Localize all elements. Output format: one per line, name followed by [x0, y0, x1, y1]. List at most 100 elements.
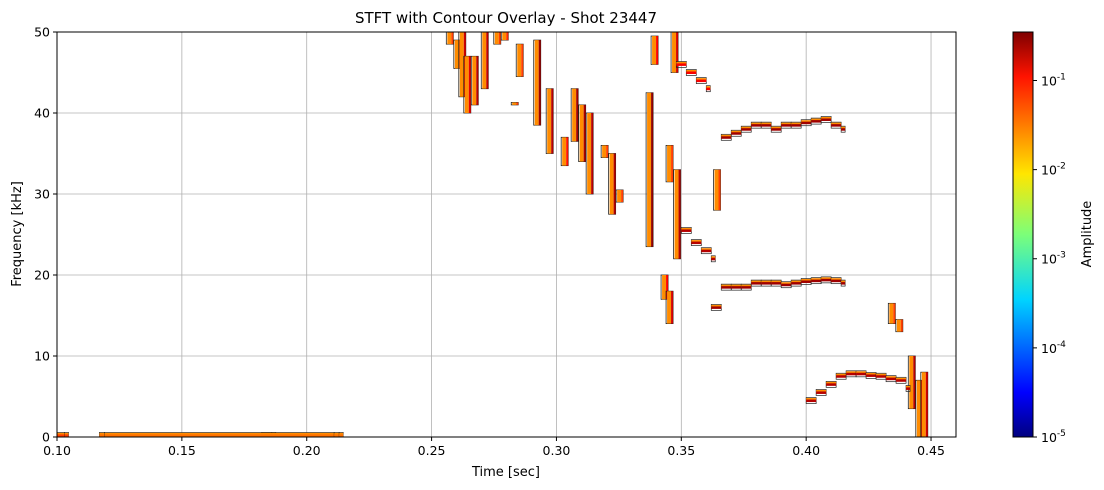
grid-lines — [56, 31, 956, 438]
spectral-band-core — [801, 280, 812, 283]
spectral-feature — [617, 189, 622, 203]
spectral-feature — [889, 303, 894, 324]
spectral-band-core — [696, 79, 707, 83]
spectral-feature — [674, 169, 679, 259]
spectral-band-core — [836, 375, 847, 378]
spectral-band-core — [761, 282, 772, 285]
spectral-band-core — [99, 434, 105, 437]
spectral-band-core — [711, 306, 722, 309]
x-tick-label: 0.40 — [792, 443, 820, 458]
spectral-feature — [667, 291, 672, 324]
spectral-feature-core — [671, 145, 674, 182]
spectral-feature — [454, 40, 459, 69]
spectral-band-core — [791, 282, 802, 285]
spectral-band-core — [751, 124, 762, 127]
spectral-feature — [647, 92, 652, 247]
spectral-feature — [494, 32, 499, 45]
y-tick-label: 30 — [34, 187, 50, 202]
spectral-feature-core — [521, 44, 524, 77]
spectral-band-core — [711, 257, 716, 261]
spectral-feature-core — [468, 56, 471, 113]
spectral-feature-core — [486, 32, 489, 89]
colorbar-tick-label: 10-5 — [1041, 429, 1066, 445]
spectral-feature — [547, 88, 552, 154]
spectral-band-core — [741, 128, 752, 131]
spectral-band-core — [334, 434, 340, 437]
spectral-feature-core — [551, 88, 554, 154]
spectral-feature-core — [893, 303, 896, 324]
spectral-band-core — [816, 391, 827, 394]
chart-title: STFT with Contour Overlay - Shot 23447 — [355, 9, 657, 27]
spectral-feature-core — [925, 372, 928, 437]
x-axis-label: Time [sec] — [471, 465, 540, 480]
colorbar-ticks: 10-1 10-2 10-3 10-4 10-5 — [1033, 72, 1066, 445]
spectral-feature — [459, 32, 464, 97]
spectral-band-core — [691, 241, 702, 245]
spectral-band-core — [731, 132, 742, 135]
spectral-feature — [517, 44, 522, 77]
x-tick-label: 0.30 — [543, 443, 571, 458]
spectral-feature — [534, 40, 539, 126]
y-tick-label: 40 — [34, 106, 50, 121]
x-tick-label: 0.20 — [293, 443, 321, 458]
spectral-feature — [602, 145, 607, 158]
spectral-feature — [652, 36, 657, 65]
spectral-band-core — [104, 434, 335, 437]
spectral-feature — [909, 356, 914, 409]
spectral-feature-core — [566, 137, 569, 166]
spectral-feature-core — [583, 104, 586, 162]
spectral-feature — [447, 32, 452, 45]
spectrogram-marks — [57, 32, 929, 437]
spectral-band-core — [721, 286, 732, 289]
spectral-band-core — [781, 124, 792, 127]
colorbar-tick-label: 10-1 — [1041, 72, 1066, 88]
spectral-feature — [662, 275, 667, 300]
spectral-feature-core — [676, 32, 679, 73]
spectral-band-core — [731, 286, 742, 289]
spectral-band-core — [701, 249, 712, 253]
spectral-band-core — [781, 283, 792, 287]
spectral-feature — [916, 380, 921, 437]
spectral-feature — [609, 153, 614, 215]
spectral-band-core — [741, 286, 752, 289]
spectral-feature — [562, 137, 567, 166]
spectral-feature-core — [651, 92, 654, 247]
colorbar-tick-label: 10-2 — [1041, 162, 1066, 178]
y-tick-label: 50 — [34, 25, 50, 40]
spectral-feature — [502, 32, 507, 41]
spectral-band-core — [751, 282, 762, 285]
spectral-feature-core — [656, 36, 659, 65]
y-tick-label: 20 — [34, 268, 50, 283]
spectral-band-core — [876, 375, 887, 378]
spectral-feature-core — [913, 356, 916, 409]
x-tick-label: 0.10 — [43, 443, 71, 458]
spectral-feature — [672, 32, 677, 73]
x-axis-ticks: 0.10 0.15 0.20 0.25 0.30 0.35 0.40 0.45 — [43, 437, 945, 458]
spectral-band-core — [801, 121, 812, 125]
spectral-feature-core — [498, 32, 501, 45]
spectral-band-core — [761, 124, 772, 127]
y-axis-label: Frequency [kHz] — [10, 181, 25, 287]
spectral-feature-core — [666, 275, 669, 300]
spectral-band-core — [721, 136, 732, 139]
spectral-band-core — [676, 63, 687, 66]
spectral-feature — [896, 319, 901, 332]
spectral-band-core — [64, 434, 69, 437]
spectral-feature — [464, 56, 469, 113]
spectral-band-core — [821, 118, 832, 121]
spectral-band-core — [791, 124, 802, 127]
spectral-feature — [579, 104, 584, 162]
y-axis-ticks: 0 10 20 30 40 50 — [34, 25, 57, 445]
spectral-band-core — [826, 383, 837, 386]
spectral-band-core — [831, 124, 842, 127]
spectral-feature-core — [591, 113, 594, 194]
spectral-band-core — [339, 434, 344, 437]
colorbar-tick-label: 10-4 — [1041, 340, 1066, 356]
spectral-band-core — [806, 399, 817, 403]
spectral-band-core — [856, 372, 867, 376]
spectral-feature-core — [506, 32, 509, 41]
colorbar-tick-label: 10-3 — [1041, 251, 1066, 267]
spectral-feature-core — [678, 169, 681, 259]
spectral-band-core — [846, 372, 857, 376]
